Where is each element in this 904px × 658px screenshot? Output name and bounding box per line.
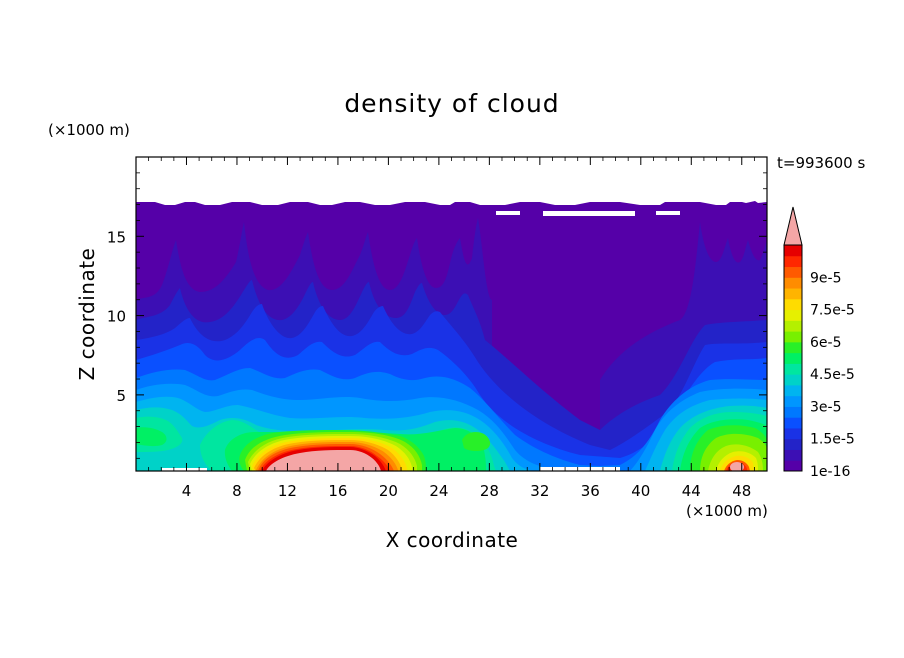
colorbar-swatch [784, 395, 802, 407]
colorbar-label: 1e-16 [810, 464, 850, 480]
colorbar-swatch [784, 277, 802, 289]
x-tick-label: 12 [278, 482, 297, 500]
colorbar-label: 1.5e-5 [810, 432, 855, 448]
colorbar-label: 3e-5 [810, 399, 841, 415]
colorbar-label: 6e-5 [810, 335, 841, 351]
colorbar-label: 9e-5 [810, 270, 841, 286]
y-tick-label: 10 [107, 308, 126, 326]
colorbar-swatch [784, 298, 802, 311]
colorbar-swatch [784, 438, 802, 450]
clear-gap [496, 211, 520, 215]
colorbar-frame [783, 244, 803, 472]
clear-air-region [136, 157, 767, 205]
y-axis: 5 10 15 [107, 172, 767, 459]
clear-gap [162, 468, 207, 471]
contour-level-10 [136, 427, 167, 447]
y-unit-label: (×1000 m) [48, 121, 130, 139]
x-tick-label: 44 [682, 482, 701, 500]
colorbar-swatch [784, 255, 802, 268]
time-label: t=993600 s [777, 154, 865, 172]
colorbar-swatch [784, 320, 802, 332]
clear-gap [656, 211, 680, 215]
x-tick-label: 24 [429, 482, 448, 500]
colorbar-swatch [784, 331, 802, 343]
colorbar-swatch [784, 449, 802, 461]
x-tick-label: 32 [530, 482, 549, 500]
colorbar-swatch [784, 384, 802, 397]
x-tick-label: 36 [581, 482, 600, 500]
x-tick-label: 4 [182, 482, 192, 500]
x-axis-label: X coordinate [386, 528, 519, 552]
over-range-core [266, 450, 381, 471]
colorbar-swatch [784, 427, 802, 440]
contour-level-11 [462, 432, 491, 451]
clear-gap [540, 467, 620, 471]
x-tick-label: 40 [631, 482, 650, 500]
colorbar-swatch [784, 406, 802, 418]
y-axis-label: Z coordinate [75, 248, 99, 381]
colorbar-swatch [784, 374, 802, 386]
colorbar-swatch [784, 352, 802, 364]
x-tick-label: 48 [732, 482, 751, 500]
colorbar-label: 4.5e-5 [810, 367, 855, 383]
colorbar-label: 7.5e-5 [810, 303, 855, 319]
colorbar-swatch [784, 363, 802, 375]
colorbar-swatch [784, 417, 802, 429]
contour-field [136, 157, 767, 471]
y-tick-label: 15 [107, 228, 126, 246]
x-unit-label: (×1000 m) [686, 502, 768, 520]
colorbar-swatch [784, 309, 802, 321]
x-tick-label: 28 [480, 482, 499, 500]
chart-title: density of cloud [344, 89, 559, 118]
x-axis: 4 8 12 16 20 24 28 32 36 40 44 48 [135, 157, 768, 500]
colorbar-swatch [784, 460, 802, 472]
x-tick-label: 8 [232, 482, 242, 500]
x-tick-label: 16 [328, 482, 347, 500]
colorbar-swatch [784, 245, 802, 257]
colorbar-swatch [784, 288, 802, 300]
x-tick-label: 20 [379, 482, 398, 500]
colorbar-swatch [784, 341, 802, 354]
y-tick-label: 5 [116, 387, 126, 405]
over-range-core [730, 462, 744, 471]
colorbar-swatch [784, 266, 802, 278]
clear-gap [543, 211, 635, 216]
colorbar: 1e-16 1.5e-5 3e-5 4.5e-5 6e-5 7.5e-5 9e-5 [783, 206, 855, 480]
colorbar-extend-arrow [783, 206, 803, 246]
